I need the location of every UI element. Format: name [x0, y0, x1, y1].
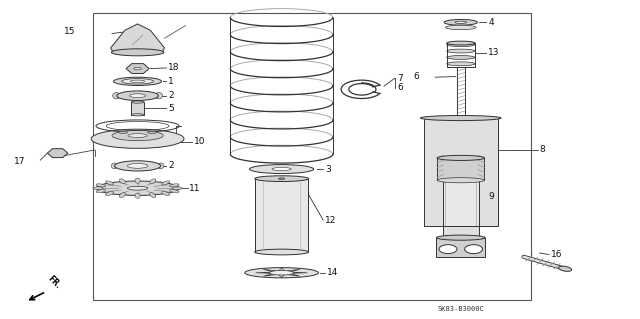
Ellipse shape [93, 187, 103, 189]
Bar [255, 179, 308, 252]
Ellipse shape [447, 62, 475, 66]
Text: 8: 8 [540, 145, 545, 154]
Ellipse shape [96, 189, 106, 193]
Ellipse shape [131, 80, 145, 83]
Circle shape [465, 245, 483, 254]
Bar [437, 158, 484, 180]
Ellipse shape [119, 179, 125, 184]
Ellipse shape [116, 91, 159, 100]
Ellipse shape [255, 249, 308, 255]
Ellipse shape [272, 167, 291, 171]
Ellipse shape [157, 163, 164, 169]
Text: 6: 6 [413, 72, 419, 81]
Ellipse shape [162, 181, 170, 185]
Text: 2: 2 [168, 161, 174, 170]
Text: 5: 5 [168, 104, 174, 113]
Ellipse shape [127, 186, 148, 190]
Ellipse shape [436, 235, 485, 240]
Ellipse shape [245, 268, 319, 278]
Ellipse shape [437, 155, 484, 160]
Ellipse shape [444, 19, 477, 25]
Ellipse shape [170, 189, 179, 193]
Ellipse shape [155, 93, 163, 99]
Ellipse shape [255, 176, 308, 182]
Ellipse shape [129, 94, 146, 98]
Ellipse shape [118, 131, 127, 134]
Ellipse shape [106, 181, 113, 185]
Ellipse shape [559, 266, 572, 271]
Ellipse shape [135, 193, 140, 198]
Bar [131, 102, 144, 115]
Ellipse shape [114, 77, 161, 85]
Text: 7: 7 [397, 74, 403, 83]
Circle shape [439, 245, 457, 254]
Ellipse shape [278, 178, 285, 179]
Ellipse shape [135, 178, 140, 183]
Ellipse shape [420, 115, 501, 121]
Bar [93, 13, 531, 300]
Ellipse shape [250, 165, 314, 174]
Bar [443, 226, 479, 238]
Ellipse shape [269, 271, 294, 275]
Bar [424, 118, 498, 226]
Ellipse shape [106, 191, 113, 196]
Ellipse shape [115, 161, 161, 171]
Ellipse shape [134, 67, 141, 70]
Ellipse shape [162, 191, 170, 196]
Ellipse shape [127, 163, 148, 168]
Text: 14: 14 [327, 268, 339, 277]
Bar [443, 180, 479, 226]
Ellipse shape [113, 93, 120, 99]
Ellipse shape [122, 79, 154, 84]
Text: 6: 6 [397, 83, 403, 92]
Text: FR.: FR. [46, 274, 63, 290]
Text: SK83-B3000C: SK83-B3000C [437, 307, 484, 312]
Text: 3: 3 [325, 165, 331, 174]
Text: 16: 16 [551, 250, 563, 259]
Text: 15: 15 [64, 27, 76, 36]
Text: 2: 2 [168, 91, 174, 100]
Ellipse shape [128, 134, 147, 137]
Text: 17: 17 [14, 157, 26, 166]
Ellipse shape [112, 130, 163, 141]
Text: 10: 10 [194, 137, 205, 146]
Ellipse shape [437, 178, 484, 183]
Ellipse shape [447, 41, 475, 45]
Ellipse shape [131, 114, 144, 116]
Ellipse shape [445, 25, 476, 30]
Ellipse shape [148, 131, 157, 134]
Text: 9: 9 [488, 192, 494, 201]
Bar [436, 238, 485, 257]
Ellipse shape [119, 193, 125, 197]
Ellipse shape [150, 193, 156, 197]
Text: 13: 13 [488, 48, 500, 57]
Ellipse shape [447, 56, 475, 59]
Bar [456, 118, 466, 230]
Ellipse shape [455, 21, 467, 23]
Ellipse shape [172, 187, 182, 189]
Ellipse shape [447, 49, 475, 53]
Ellipse shape [96, 181, 179, 195]
Ellipse shape [111, 163, 118, 169]
Ellipse shape [91, 129, 184, 148]
Polygon shape [111, 24, 164, 53]
Ellipse shape [447, 43, 475, 47]
Ellipse shape [170, 184, 179, 187]
Text: 18: 18 [168, 63, 180, 72]
Ellipse shape [150, 179, 156, 184]
Ellipse shape [111, 49, 164, 56]
Bar [447, 43, 475, 67]
Ellipse shape [131, 101, 144, 103]
Text: 4: 4 [488, 18, 494, 27]
Text: 1: 1 [168, 77, 174, 86]
Ellipse shape [96, 184, 106, 187]
Text: 12: 12 [325, 216, 337, 225]
Text: 11: 11 [189, 184, 201, 193]
